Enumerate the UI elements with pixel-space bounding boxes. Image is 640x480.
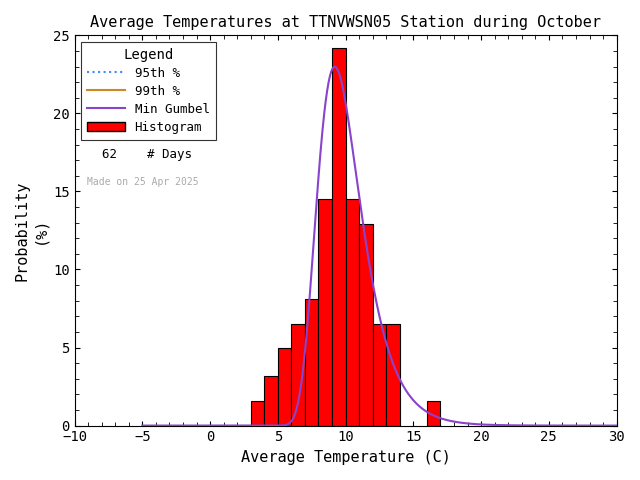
Y-axis label: Probability
(%): Probability (%)	[15, 180, 47, 281]
Bar	[319, 199, 332, 426]
Text: Made on 25 Apr 2025: Made on 25 Apr 2025	[87, 177, 198, 187]
Bar	[291, 324, 305, 426]
Bar	[387, 324, 400, 426]
Bar	[251, 401, 264, 426]
Text: 62    # Days: 62 # Days	[87, 148, 192, 161]
X-axis label: Average Temperature (C): Average Temperature (C)	[241, 450, 451, 465]
Bar	[372, 324, 387, 426]
Bar	[359, 224, 372, 426]
Bar	[332, 48, 346, 426]
Bar	[278, 348, 291, 426]
Bar	[427, 401, 440, 426]
Title: Average Temperatures at TTNVWSN05 Station during October: Average Temperatures at TTNVWSN05 Statio…	[90, 15, 601, 30]
Bar	[305, 299, 319, 426]
Bar	[264, 376, 278, 426]
Legend: 95th %, 99th %, Min Gumbel, Histogram: 95th %, 99th %, Min Gumbel, Histogram	[81, 42, 216, 140]
Bar	[346, 199, 359, 426]
